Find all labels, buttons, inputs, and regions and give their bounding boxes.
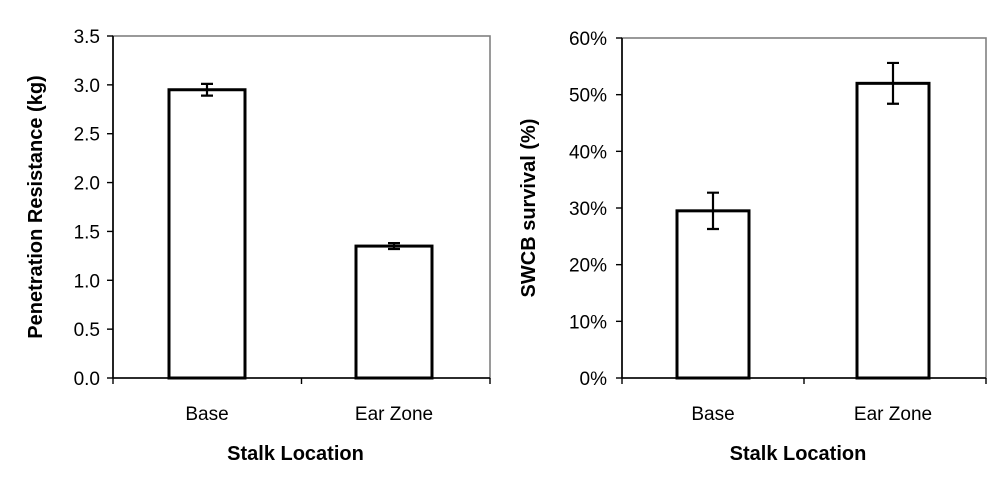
chart-0-y-tick-label: 0.0: [74, 369, 100, 390]
chart-1-y-tick-label: 40%: [569, 142, 607, 163]
chart-0-y-tick-label: 1.0: [74, 271, 100, 292]
chart-1-bar-ear-zone: [855, 81, 931, 380]
chart-1-error-bar: [887, 61, 899, 105]
chart-0-y-tick-label: 3.5: [74, 27, 100, 48]
chart-1-error-bar: [707, 191, 719, 231]
chart-1-y-tick-label: 0%: [580, 369, 608, 390]
chart-0-y-tick-label: 1.5: [74, 222, 100, 243]
chart-0-y-tick-label: 3.0: [74, 76, 100, 97]
chart-1-y-tick-label: 20%: [569, 256, 607, 277]
chart-1-y-tick-label: 60%: [569, 29, 607, 50]
chart-0-x-axis-title: Stalk Location: [227, 443, 364, 465]
chart-1-y-tick-label: 30%: [569, 199, 607, 220]
chart-0-y-tick-label: 2.0: [74, 174, 100, 195]
chart-0-x-tick-label: Ear Zone: [355, 404, 433, 425]
chart-1-y-tick-label: 50%: [569, 86, 607, 107]
chart-1-x-tick-label: Ear Zone: [854, 404, 932, 425]
chart-0-bar-ear-zone: [354, 244, 434, 380]
chart-1-y-tick-label: 10%: [569, 312, 607, 333]
chart-1-x-tick-label: Base: [691, 404, 734, 425]
chart-0-error-bar: [201, 82, 213, 97]
chart-0-bar-base: [167, 88, 247, 380]
chart-1-y-axis-title: SWCB survival (%): [518, 119, 540, 298]
chart-0-error-bar: [388, 242, 400, 251]
chart-1-bar-base: [675, 209, 751, 380]
chart-0-y-tick-label: 2.5: [74, 125, 100, 146]
swcb-survival-chart: 0% 10% 20% 30% 40% 50% 60% Base Ear Zone SWCB sur…: [518, 29, 987, 465]
chart-0-y-tick-label: 0.5: [74, 320, 100, 341]
chart-0-y-axis-title: Penetration Resistance (kg): [25, 75, 47, 338]
penetration-resistance-chart: 0.0 0.5 1.0 1.5 2.0 2.5 3.0 3.5 Base Ear Zone Pene…: [25, 27, 491, 465]
chart-0-x-tick-label: Base: [185, 404, 228, 425]
chart-1-x-axis-title: Stalk Location: [730, 443, 867, 465]
